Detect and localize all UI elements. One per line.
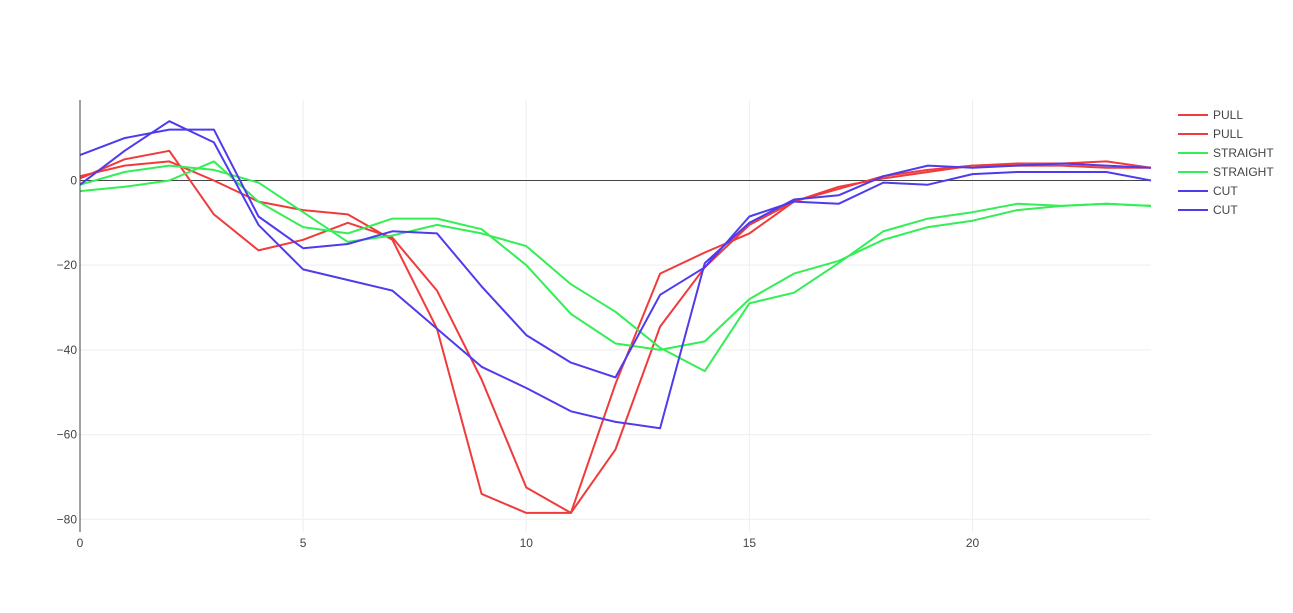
y-tick-label: −20	[57, 258, 78, 272]
series-line-pull-2[interactable]	[79, 160, 1151, 514]
axes: 0 5 10 15 20 0 −20 −40 −60 −80	[57, 100, 980, 550]
x-tick-label: 0	[77, 536, 84, 550]
legend-label: PULL	[1213, 108, 1243, 122]
x-tick-label: 10	[520, 536, 534, 550]
legend-item-straight-3[interactable]: STRAIGHT	[1178, 146, 1274, 160]
y-tick-label: −80	[57, 512, 78, 526]
legend-item-pull-1[interactable]: PULL	[1178, 108, 1243, 122]
legend-label: CUT	[1213, 203, 1238, 217]
legend-label: PULL	[1213, 127, 1243, 141]
legend-item-cut-6[interactable]: CUT	[1178, 203, 1238, 217]
grid	[80, 100, 1151, 532]
x-tick-label: 15	[743, 536, 757, 550]
series-line-straight-4[interactable]	[79, 164, 1152, 373]
x-tick-label: 5	[300, 536, 307, 550]
series-lines	[79, 120, 1152, 514]
series-line-pull-1[interactable]	[79, 149, 1152, 514]
legend-label: CUT	[1213, 184, 1238, 198]
legend[interactable]: PULL PULL STRAIGHT STRAIGHT CUT CUT	[1178, 108, 1274, 217]
x-tick-label: 20	[966, 536, 980, 550]
legend-item-cut-5[interactable]: CUT	[1178, 184, 1238, 198]
y-tick-label: −40	[57, 343, 78, 357]
legend-label: STRAIGHT	[1213, 146, 1274, 160]
legend-item-pull-2[interactable]: PULL	[1178, 127, 1243, 141]
series-line-cut-6[interactable]	[79, 120, 1152, 430]
legend-label: STRAIGHT	[1213, 165, 1274, 179]
legend-item-straight-4[interactable]: STRAIGHT	[1178, 165, 1274, 179]
series-line-straight-3[interactable]	[79, 160, 1152, 351]
y-tick-label: 0	[70, 173, 77, 187]
y-tick-label: −60	[57, 428, 78, 442]
series-line-cut-5[interactable]	[79, 128, 1152, 379]
